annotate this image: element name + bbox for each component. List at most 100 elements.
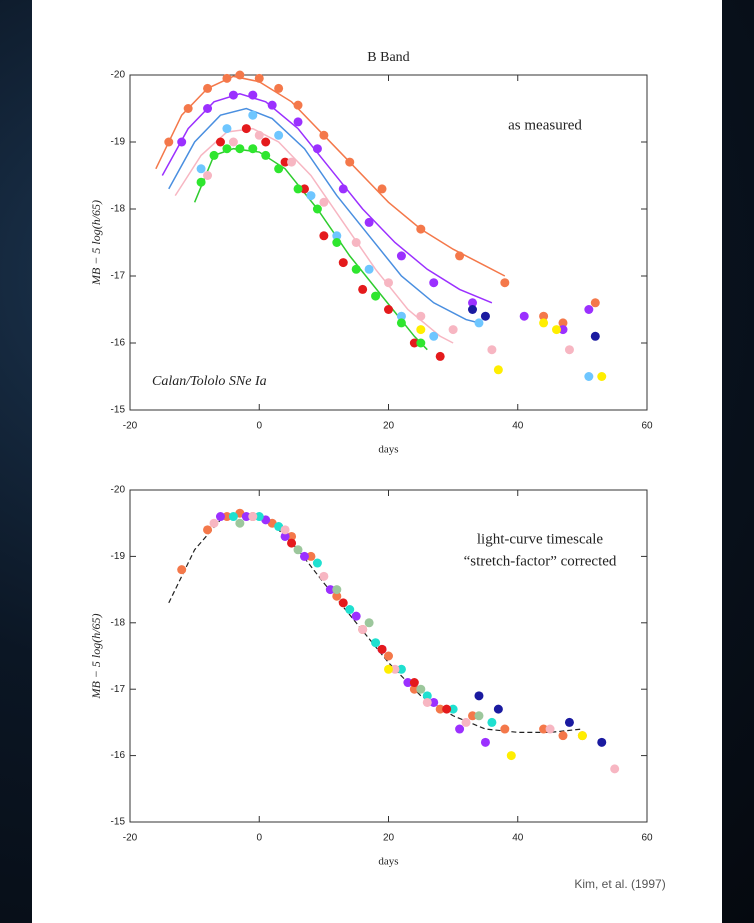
y-tick-label: -17 xyxy=(111,271,126,282)
data-point xyxy=(293,117,303,127)
data-point xyxy=(312,204,322,214)
data-point xyxy=(312,144,322,154)
data-point xyxy=(384,278,393,288)
data-point xyxy=(455,724,465,734)
data-point xyxy=(416,338,426,348)
data-point xyxy=(164,137,174,147)
data-point xyxy=(254,73,264,83)
data-point xyxy=(480,311,490,321)
data-point xyxy=(235,144,245,154)
data-point xyxy=(493,365,503,375)
data-point xyxy=(416,224,426,234)
data-point xyxy=(209,518,219,528)
data-point xyxy=(177,137,187,147)
x-axis-label: days xyxy=(378,856,398,868)
data-point xyxy=(332,238,342,247)
y-tick-label: -20 xyxy=(111,70,126,81)
data-point xyxy=(203,171,213,180)
data-point xyxy=(597,372,607,381)
data-point xyxy=(429,697,439,707)
data-point xyxy=(552,325,562,335)
data-point xyxy=(558,731,568,741)
data-point xyxy=(461,717,471,727)
data-point xyxy=(196,164,206,174)
data-point xyxy=(203,525,213,535)
data-point xyxy=(267,100,277,110)
data-point xyxy=(203,104,213,113)
data-point xyxy=(377,644,387,654)
data-point xyxy=(235,518,245,528)
data-point xyxy=(306,551,316,561)
data-point xyxy=(274,130,284,140)
data-point xyxy=(364,618,374,628)
data-point xyxy=(358,624,368,634)
data-point xyxy=(590,298,600,308)
y-tick-label: -20 xyxy=(111,485,126,496)
data-point xyxy=(332,591,342,601)
data-point xyxy=(442,704,452,714)
note: Calan/Tololo SNe Ia xyxy=(152,374,267,389)
data-point xyxy=(539,724,549,734)
data-point xyxy=(222,124,232,134)
data-point xyxy=(480,737,490,747)
data-point xyxy=(396,311,406,321)
data-point xyxy=(248,144,258,154)
data-point xyxy=(584,372,594,381)
x-tick-label: 0 xyxy=(256,833,262,844)
data-point xyxy=(558,325,568,335)
data-point xyxy=(539,311,549,321)
data-point xyxy=(371,291,381,301)
data-point xyxy=(371,638,381,648)
data-point xyxy=(487,717,497,727)
y-tick-label: -18 xyxy=(111,204,126,215)
data-point xyxy=(429,331,439,341)
data-point xyxy=(377,184,387,194)
template-curve xyxy=(193,147,428,351)
data-point xyxy=(435,704,445,714)
data-point xyxy=(564,717,574,727)
data-point xyxy=(222,512,232,522)
x-tick-label: 60 xyxy=(641,421,653,432)
y-tick-label: -19 xyxy=(111,551,126,562)
data-point xyxy=(345,605,355,615)
credit: Kim, et al. (1997) xyxy=(574,877,665,891)
data-point xyxy=(468,298,478,308)
data-point xyxy=(280,531,290,541)
data-point xyxy=(448,704,458,714)
data-point xyxy=(422,697,432,707)
data-point xyxy=(274,83,284,93)
data-point xyxy=(332,585,342,595)
data-point xyxy=(319,571,329,581)
data-point xyxy=(364,264,374,274)
data-point xyxy=(293,184,303,194)
data-point xyxy=(597,737,607,747)
data-point xyxy=(590,331,600,341)
data-point xyxy=(248,110,258,120)
data-point xyxy=(248,90,258,100)
data-point xyxy=(319,197,329,207)
data-point xyxy=(409,684,419,694)
data-point xyxy=(338,598,348,608)
data-point xyxy=(241,124,251,134)
template-curve xyxy=(168,107,480,324)
data-point xyxy=(500,724,510,734)
data-point xyxy=(384,651,393,661)
x-tick-label: 40 xyxy=(512,421,524,432)
data-point xyxy=(293,100,303,110)
data-point xyxy=(235,70,245,80)
data-point xyxy=(280,157,290,167)
data-point xyxy=(506,751,516,761)
data-point xyxy=(261,137,271,147)
data-point xyxy=(319,130,329,140)
data-point xyxy=(610,764,620,774)
data-point xyxy=(455,251,465,261)
data-point xyxy=(396,318,406,328)
x-tick-label: 40 xyxy=(512,833,524,844)
annotation: as measured xyxy=(508,117,582,133)
data-point xyxy=(384,305,393,314)
data-point xyxy=(332,231,342,241)
data-point xyxy=(558,318,568,328)
y-tick-label: -17 xyxy=(111,684,126,695)
data-point xyxy=(177,565,187,575)
